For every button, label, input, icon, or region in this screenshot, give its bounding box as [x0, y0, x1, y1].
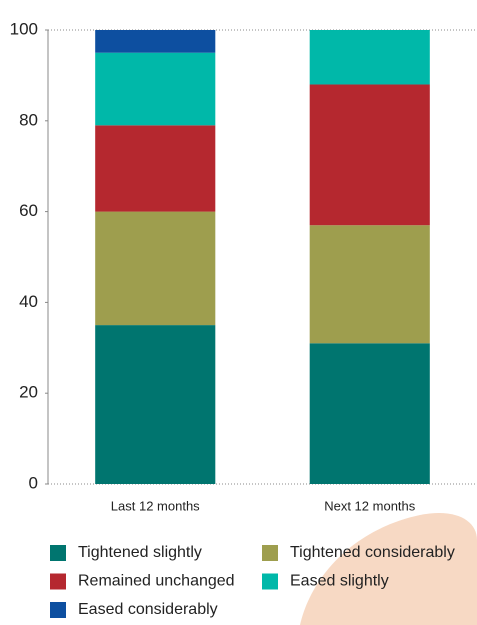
y-tick-label: 40: [19, 292, 38, 311]
bar-segment: [309, 225, 430, 344]
legend-swatch: [50, 602, 66, 618]
y-tick-label: 0: [29, 473, 38, 492]
legend-label: Tightened slightly: [78, 544, 202, 561]
legend-swatch: [50, 545, 66, 561]
bar-segment: [95, 211, 216, 326]
bar-segment: [309, 30, 430, 85]
legend-swatch: [50, 573, 66, 590]
y-tick-label: 100: [10, 19, 38, 38]
y-tick-label: 60: [19, 201, 38, 220]
y-tick-label: 80: [19, 110, 38, 129]
legend-label: Tightened considerably: [290, 544, 455, 561]
y-tick-label: 20: [19, 383, 38, 402]
bar-segment: [95, 52, 216, 126]
bar-segment: [95, 30, 216, 53]
legend-label: Eased slightly: [290, 573, 389, 590]
legend-swatch: [262, 573, 278, 590]
x-tick-label: Last 12 months: [111, 498, 200, 513]
x-tick-label: Next 12 months: [324, 498, 416, 513]
bar-segment: [95, 325, 216, 484]
legend-swatch: [262, 545, 278, 561]
bar-segment: [309, 343, 430, 484]
legend-label: Remained unchanged: [78, 573, 235, 590]
decoration: [300, 512, 477, 625]
bar-segment: [95, 125, 216, 212]
legend-label: Eased considerably: [78, 601, 218, 618]
bar-segment: [309, 84, 430, 226]
